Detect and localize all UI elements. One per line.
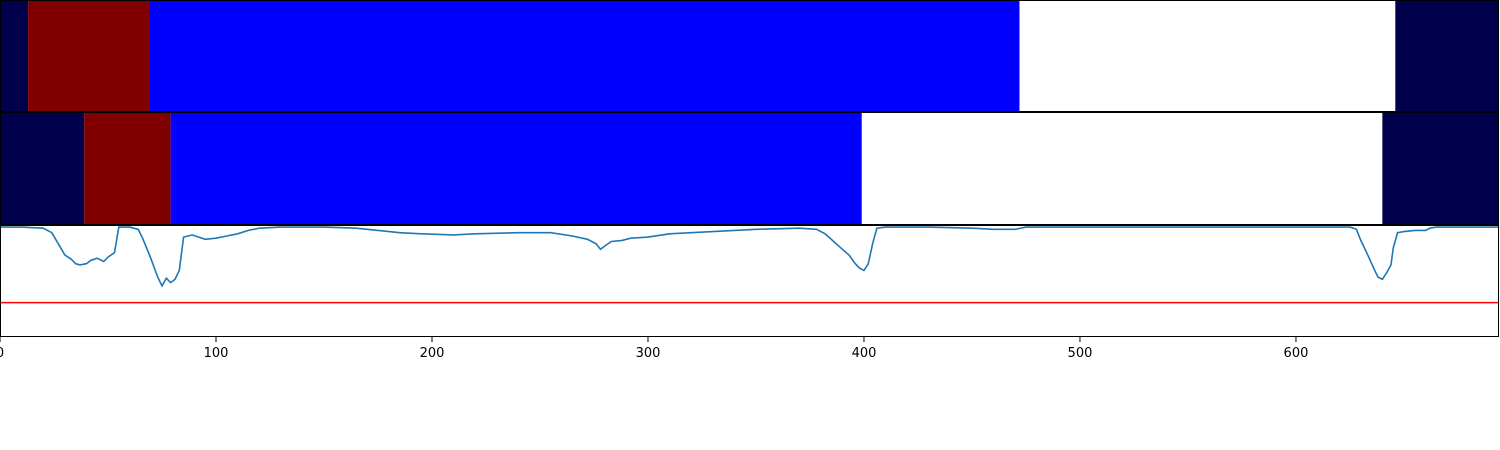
segment-1	[28, 1, 150, 112]
segment-bar-bottom	[0, 112, 1499, 225]
panel-frame	[0, 225, 1499, 337]
segment-2	[170, 113, 862, 225]
segment-1	[84, 113, 171, 225]
panel-frame	[0, 0, 1499, 112]
segment-0	[0, 113, 85, 225]
segment-2	[149, 1, 1020, 112]
series-line	[0, 226, 1499, 288]
segment-0	[0, 1, 29, 112]
line-plot	[0, 225, 1499, 337]
x-tick-label: 0	[0, 346, 4, 361]
x-tick-label: 100	[204, 346, 229, 361]
x-axis: 0 100 200 300 400 500 600	[0, 337, 1308, 361]
x-tick-label: 500	[1068, 346, 1093, 361]
segment-4	[1382, 113, 1499, 225]
segment-3	[861, 113, 1383, 225]
segment-4	[1395, 1, 1499, 112]
x-tick-label: 200	[420, 346, 445, 361]
x-tick-label: 400	[852, 346, 877, 361]
segment-bar-top	[0, 0, 1499, 112]
x-tick-label: 600	[1284, 346, 1309, 361]
segment-3	[1019, 1, 1396, 112]
x-tick-label: 300	[636, 346, 661, 361]
panel-frame	[0, 112, 1499, 225]
